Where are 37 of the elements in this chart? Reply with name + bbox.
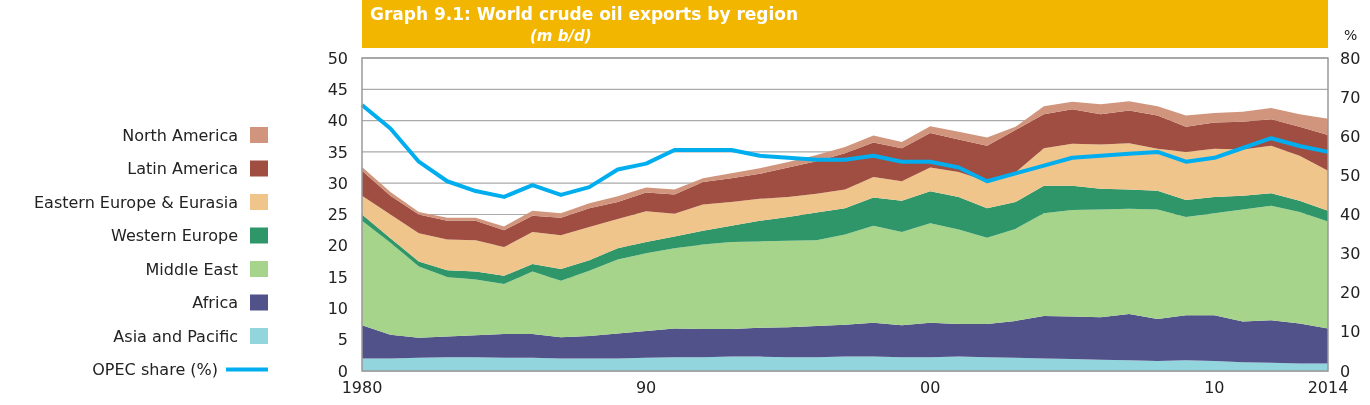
chart-subtitle: (m b/d) (530, 27, 592, 45)
y2-tick-label: 80 (1340, 48, 1361, 68)
y2-tick-label: 70 (1340, 87, 1361, 107)
y2-tick-label: 60 (1340, 126, 1361, 146)
y-tick-label: 50 (327, 48, 348, 68)
y-tick-label: 45 (327, 79, 348, 99)
legend-label: Middle East (145, 259, 238, 279)
y-tick-label: 5 (337, 330, 348, 350)
line-series (360, 102, 1330, 199)
y-tick-label: 0 (337, 361, 348, 381)
y-tick-label: 25 (327, 205, 348, 225)
legend-label: Latin America (127, 159, 238, 179)
legend-label: Western Europe (111, 226, 238, 246)
x-tick-label: 1980 (341, 378, 383, 397)
y2-axis-title: % (1344, 27, 1358, 43)
y2-tick-label: 0 (1340, 361, 1351, 381)
y2-tick-label: 10 (1340, 322, 1361, 342)
x-tick-label: 10 (1204, 378, 1225, 397)
x-tick-label: 90 (635, 378, 657, 397)
y-tick-label: 40 (327, 111, 348, 131)
y-tick-label: 35 (327, 142, 348, 162)
y-tick-label: 20 (327, 236, 348, 256)
chart-title: Graph 9.1: World crude oil exports by region (370, 4, 799, 24)
y2-tick-label: 40 (1340, 205, 1361, 225)
y-tick-label: 30 (327, 173, 348, 193)
x-tick-label: 2014 (1307, 378, 1349, 397)
legend-label: Eastern Europe & Eurasia (33, 192, 238, 212)
legend-label: North America (122, 125, 238, 145)
x-tick-label: 00 (920, 378, 941, 397)
legend-label: Africa (192, 293, 238, 313)
y2-tick-label: 20 (1340, 283, 1361, 303)
y-tick-label: 15 (327, 267, 348, 287)
y2-tick-label: 30 (1340, 244, 1361, 264)
legend-label: OPEC share (%) (92, 360, 218, 380)
y-tick-label: 10 (327, 299, 348, 318)
legend-label: Asia and Pacific (113, 326, 238, 346)
y2-tick-label: 50 (1340, 165, 1361, 185)
